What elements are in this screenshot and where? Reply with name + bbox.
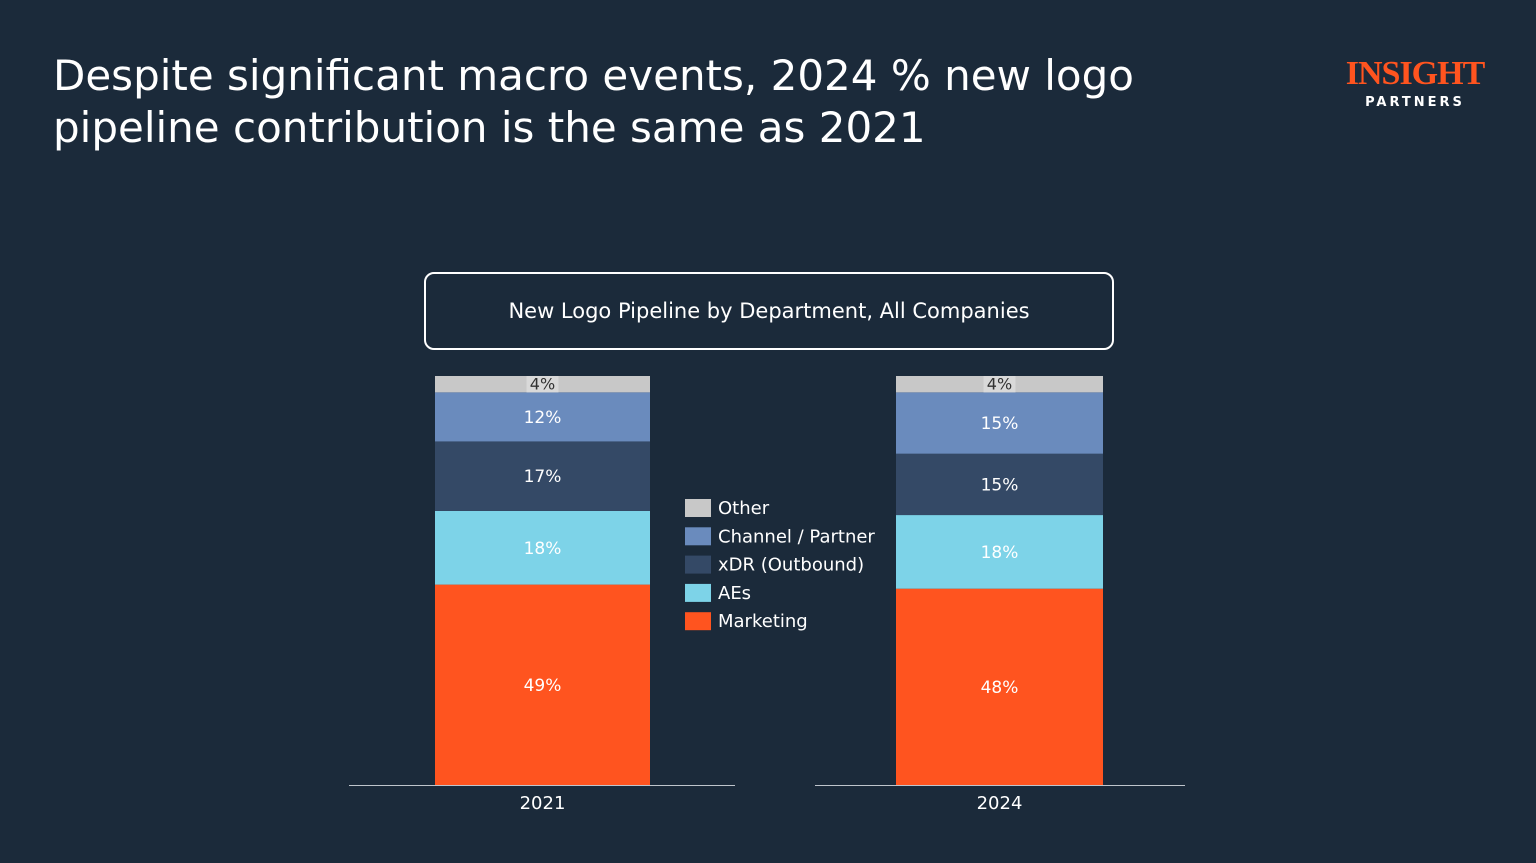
legend-swatch <box>685 555 711 574</box>
legend-label: xDR (Outbound) <box>718 555 864 576</box>
data-label: 18% <box>981 543 1019 563</box>
legend-swatch <box>685 583 711 602</box>
legend-swatch <box>685 527 711 546</box>
x-tick-label: 2021 <box>520 793 566 814</box>
legend-swatch <box>685 612 711 631</box>
legend-label: Channel / Partner <box>718 526 875 547</box>
data-label: 17% <box>524 467 562 487</box>
bar-segment <box>896 515 1103 589</box>
label-bg <box>983 376 1016 393</box>
legend-label: Marketing <box>718 611 808 632</box>
slide-title: Despite significant macro events, 2024 %… <box>53 51 1134 152</box>
data-label: 12% <box>524 408 562 428</box>
bar-segment <box>896 453 1103 516</box>
label-bg <box>526 376 559 393</box>
logo-subtitle: PARTNERS <box>1365 95 1465 110</box>
bar-segment <box>896 392 1103 454</box>
bar-segment <box>435 441 650 511</box>
data-label: 15% <box>981 414 1019 434</box>
data-label: 15% <box>981 475 1019 495</box>
bar-segment <box>435 584 650 785</box>
legend-swatch <box>685 499 711 517</box>
data-label: 48% <box>981 678 1019 698</box>
data-label: 18% <box>524 539 562 559</box>
bar-segment <box>896 588 1103 785</box>
data-label: 4% <box>987 375 1012 394</box>
legend-label: Other <box>718 498 770 519</box>
data-label: 4% <box>530 375 555 394</box>
data-label: 49% <box>524 676 562 696</box>
bar-segment <box>435 392 650 442</box>
bar-segment <box>435 510 650 585</box>
chart-title: New Logo Pipeline by Department, All Com… <box>424 272 1114 350</box>
legend-label: AEs <box>718 583 751 604</box>
logo: INSIGHT <box>1345 55 1486 92</box>
x-tick-label: 2024 <box>977 793 1023 814</box>
